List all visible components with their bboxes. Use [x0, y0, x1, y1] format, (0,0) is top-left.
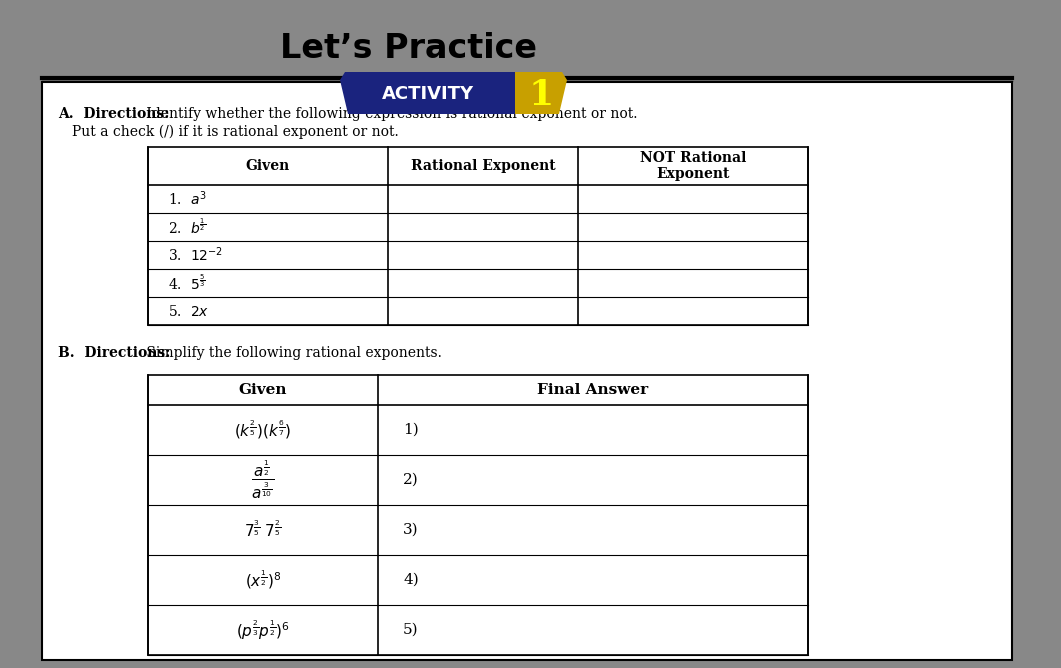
Text: Put a check (/) if it is rational exponent or not.: Put a check (/) if it is rational expone…	[72, 125, 399, 139]
Polygon shape	[515, 72, 567, 114]
Text: 3.  $12^{-2}$: 3. $12^{-2}$	[168, 246, 223, 265]
Text: 2.  $b^{\frac{1}{2}}$: 2. $b^{\frac{1}{2}}$	[168, 217, 206, 236]
Text: Final Answer: Final Answer	[538, 383, 648, 397]
Text: Simplify the following rational exponents.: Simplify the following rational exponent…	[142, 346, 441, 360]
Text: 4.  $5^{\frac{5}{3}}$: 4. $5^{\frac{5}{3}}$	[168, 273, 206, 293]
Text: 1): 1)	[403, 423, 419, 437]
Text: Rational Exponent: Rational Exponent	[411, 159, 555, 173]
Text: 1: 1	[528, 78, 554, 112]
Text: 5): 5)	[403, 623, 419, 637]
Text: $(k^{\frac{2}{5}})(k^{\frac{6}{7}})$: $(k^{\frac{2}{5}})(k^{\frac{6}{7}})$	[234, 419, 292, 442]
Text: 1.  $a^3$: 1. $a^3$	[168, 190, 207, 208]
Bar	[147, 147, 808, 325]
Text: $(x^{\frac{1}{2}})^8$: $(x^{\frac{1}{2}})^8$	[245, 568, 281, 591]
Text: 2): 2)	[403, 473, 419, 487]
Text: 4): 4)	[403, 573, 419, 587]
Bar	[42, 82, 1012, 660]
Bar	[147, 375, 808, 655]
Text: Let’s Practice: Let’s Practice	[280, 31, 537, 65]
Text: ACTIVITY: ACTIVITY	[382, 85, 473, 103]
Text: $7^{\frac{3}{5}} \; 7^{\frac{2}{5}}$: $7^{\frac{3}{5}} \; 7^{\frac{2}{5}}$	[244, 520, 281, 540]
Text: Identify whether the following expression is rational exponent or not.: Identify whether the following expressio…	[142, 107, 638, 121]
Text: 5.  $2x$: 5. $2x$	[168, 303, 209, 319]
Text: 3): 3)	[403, 523, 419, 537]
Text: Given: Given	[246, 159, 290, 173]
Text: Given: Given	[239, 383, 288, 397]
Text: $\dfrac{a^{\frac{1}{2}}}{a^{\frac{3}{10}}}$: $\dfrac{a^{\frac{1}{2}}}{a^{\frac{3}{10}…	[251, 459, 275, 502]
Polygon shape	[340, 72, 515, 114]
Text: $(p^{\frac{2}{3}}p^{\frac{1}{2}})^6$: $(p^{\frac{2}{3}}p^{\frac{1}{2}})^6$	[236, 618, 290, 642]
Text: B.  Directions:: B. Directions:	[58, 346, 171, 360]
Text: A.  Directions:: A. Directions:	[58, 107, 170, 121]
Text: NOT Rational
Exponent: NOT Rational Exponent	[640, 151, 746, 181]
